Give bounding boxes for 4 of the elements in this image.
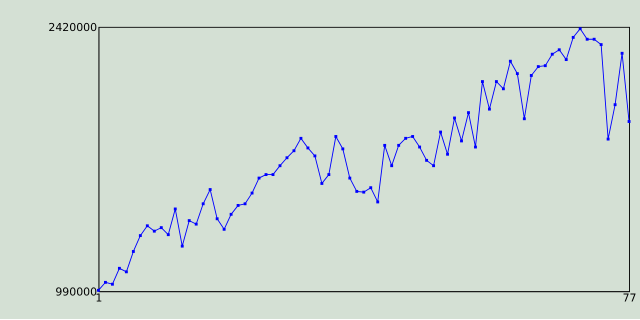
y-tick-label: 990000: [55, 285, 98, 298]
x-tick-label: 1: [95, 292, 102, 305]
y-tick-label: 2420000: [48, 20, 98, 34]
x-tick-label: 77: [622, 292, 637, 305]
